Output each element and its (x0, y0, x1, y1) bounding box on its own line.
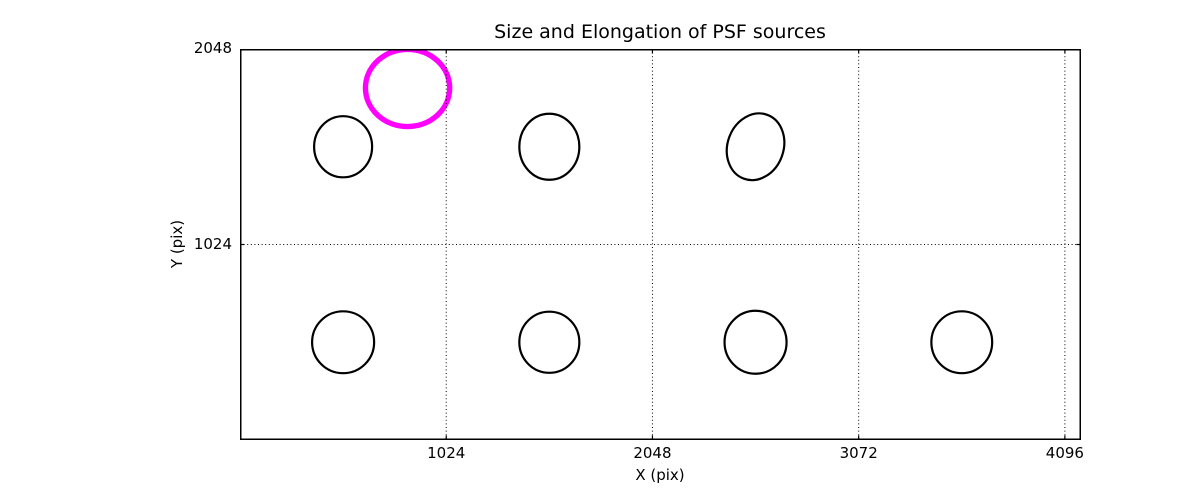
psf-ellipse (930, 310, 994, 375)
x-tick-label-4096: 4096 (1045, 444, 1084, 462)
x-tick-label-3072: 3072 (839, 444, 878, 462)
psf-ellipse (310, 310, 376, 375)
chart-title: Size and Elongation of PSF sources (494, 21, 826, 43)
psf-ellipse (518, 112, 581, 181)
flagged-psf-ellipse (362, 49, 453, 130)
psf-ellipse (723, 309, 788, 375)
y-tick-label-2048: 2048 (193, 39, 232, 57)
x-tick-label-2048: 2048 (633, 444, 672, 462)
y-tick-label-1024: 1024 (193, 234, 232, 253)
x-tick-label-1024: 1024 (427, 444, 466, 462)
plot-area (240, 49, 1081, 440)
psf-ellipse (725, 112, 786, 182)
psf-ellipse (518, 310, 581, 374)
axes-border (240, 49, 1081, 440)
psf-ellipse (313, 115, 374, 179)
y-axis-label: Y (pix) (168, 219, 186, 269)
x-axis-label: X (pix) (635, 466, 685, 484)
